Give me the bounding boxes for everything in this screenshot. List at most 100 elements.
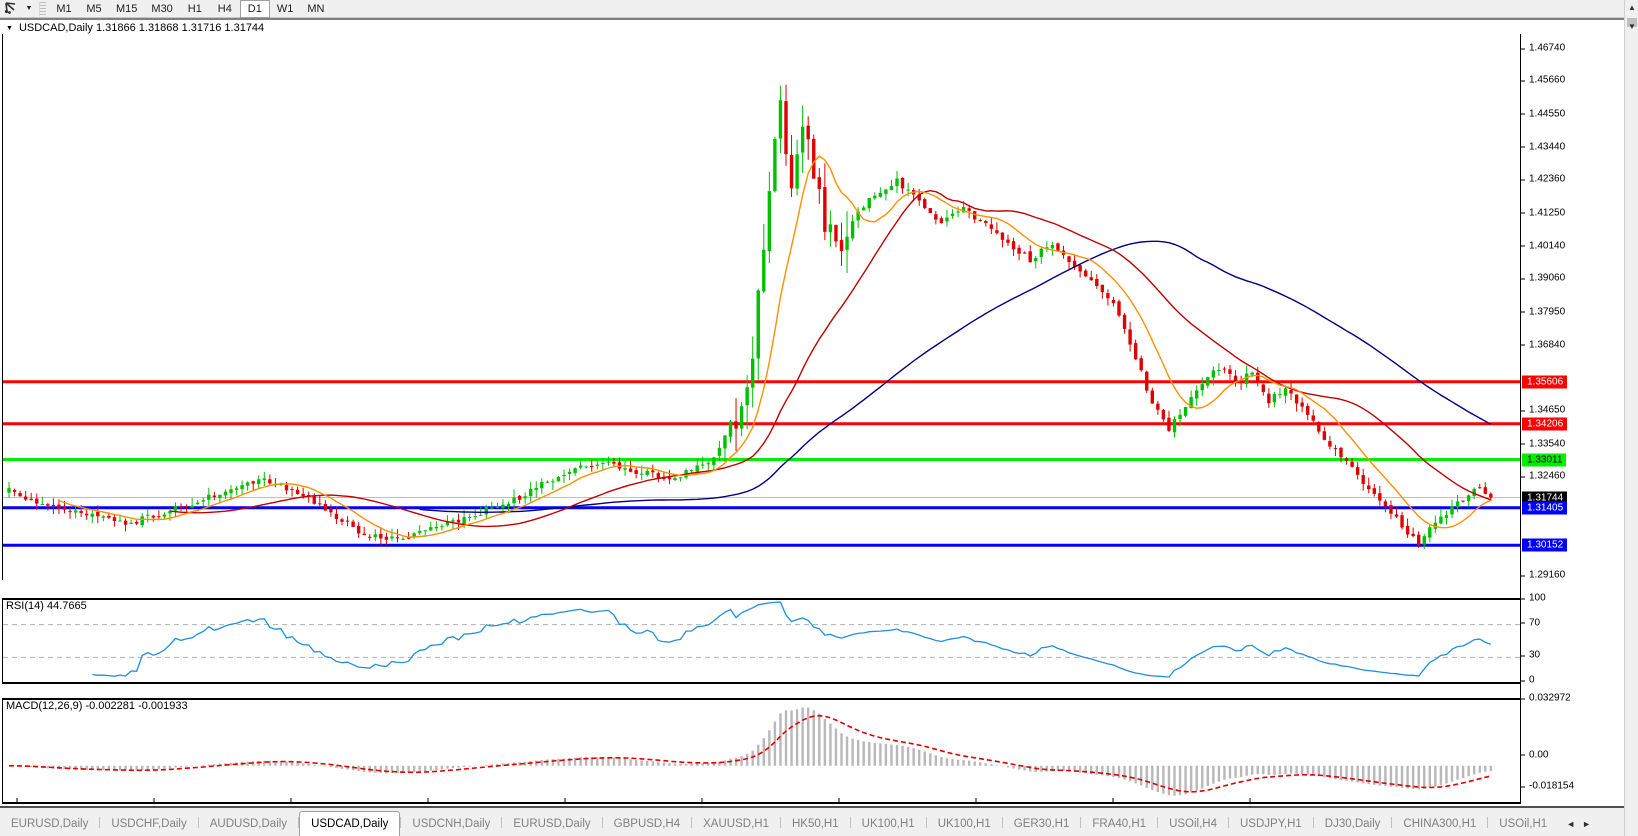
chart-tab-uk100-h1[interactable]: UK100,H1 [937, 817, 991, 830]
candle-body [451, 520, 455, 522]
candle-body [1461, 500, 1465, 502]
candle-body [1050, 245, 1055, 249]
candle-body [73, 510, 78, 513]
candle-body [112, 517, 117, 521]
price-badge-pivot[interactable]: 1.33011 [1522, 453, 1567, 467]
candle-body [945, 217, 949, 222]
crosshair-pointer-icon[interactable] [0, 1, 22, 17]
candle-body [223, 491, 228, 496]
tab-separator [925, 817, 927, 828]
chart-tab-gbpusd-h4[interactable]: GBPUSD,H4 [613, 817, 681, 830]
candle-body [1428, 527, 1432, 538]
price-badge-support[interactable]: 1.31405 [1522, 501, 1568, 515]
chart-tab-bar: EURUSD,Daily USDCHF,Daily AUDUSD,Daily USDC… [0, 806, 1638, 836]
triangle-down-icon[interactable]: ▼ [1628, 22, 1636, 31]
macd-pane[interactable] [2, 698, 1520, 804]
candle-body [1361, 475, 1365, 484]
candle-body [889, 186, 894, 191]
timeframe-button-m5[interactable]: M5 [86, 2, 102, 15]
toolbar-grip[interactable] [39, 1, 46, 16]
candle-body [1483, 487, 1487, 494]
tab-scroll-controls: ◄ ► [1558, 811, 1599, 836]
tab-separator [1487, 817, 1489, 828]
candle-body [401, 538, 405, 540]
chart-window: ▼ USDCAD,Daily 1.31866 1.31868 1.31716 1… [0, 18, 1638, 824]
vertical-scrollbar[interactable]: ▲ ▼ [1624, 0, 1638, 836]
candle-body [651, 470, 655, 473]
candle-body [695, 465, 699, 472]
candle-body [1067, 256, 1071, 263]
price-axis[interactable]: 1.46740 1.45660 1.44550 1.43440 1.42360 1.412… [1520, 34, 1638, 804]
candle-body [1322, 431, 1327, 440]
chart-tab-usoil-h4[interactable]: USOil,H4 [1169, 817, 1217, 830]
chart-tab-xauusd-h1[interactable]: XAUUSD,H1 [703, 817, 769, 830]
chart-tab-hk50-h1[interactable]: HK50,H1 [791, 817, 839, 830]
candle-body [762, 249, 766, 292]
chart-tab-china300-h1[interactable]: CHINA300,H1 [1403, 817, 1477, 830]
candle-body [1422, 536, 1426, 545]
chart-tab-usdcnh-daily[interactable]: USDCNH,Daily [412, 817, 491, 830]
timeframe-button-mn[interactable]: MN [307, 2, 325, 15]
chart-tab-dj30-daily[interactable]: DJ30,Daily [1324, 817, 1381, 830]
candle-body [207, 494, 211, 500]
caret-down-icon[interactable]: ▼ [6, 24, 13, 32]
tab-separator [691, 817, 693, 828]
candle-body [1183, 407, 1188, 416]
tab-separator [1228, 817, 1229, 828]
candle-body [1095, 278, 1099, 286]
chart-tab-uk100-h1[interactable]: UK100,H1 [861, 817, 915, 830]
scrollbar-thumb[interactable] [1627, 18, 1637, 27]
candle-body [1289, 390, 1293, 394]
price-badge-resistance[interactable]: 1.34206 [1522, 417, 1568, 431]
chart-tab-ger30-h1[interactable]: GER30,H1 [1013, 817, 1070, 830]
triangle-left-icon[interactable]: ◄ [1566, 818, 1576, 829]
tab-separator [849, 817, 851, 828]
chevron-down-icon[interactable]: ▼ [25, 5, 33, 12]
price-badge-current-price[interactable]: 1.31744 [1522, 491, 1568, 505]
chart-tab-usdjpy-h1[interactable]: USDJPY,H1 [1240, 817, 1302, 830]
candle-body [345, 520, 350, 522]
candle-body [595, 464, 599, 466]
candle-body [423, 530, 427, 532]
timeframe-button-d1[interactable]: D1 [239, 0, 270, 18]
price-badge-resistance[interactable]: 1.35606 [1522, 375, 1568, 389]
price-badge-support[interactable]: 1.30152 [1522, 538, 1568, 552]
chart-tab-fra40-h1[interactable]: FRA40,H1 [1092, 817, 1147, 830]
timeframe-button-m30[interactable]: M30 [151, 2, 173, 15]
candle-body [706, 463, 710, 465]
chart-tab-eurusd-daily[interactable]: EURUSD,Daily [11, 817, 89, 830]
candle-body [1039, 248, 1043, 258]
chart-tab-audusd-daily[interactable]: AUDUSD,Daily [209, 817, 288, 830]
chart-tab-usdchf-daily[interactable]: USDCHF,Daily [111, 817, 187, 830]
rsi-axis-tick: 70 [1521, 617, 1540, 628]
timeframe-button-m15[interactable]: M15 [116, 2, 138, 15]
rsi-pane[interactable] [2, 598, 1520, 684]
candle-body [573, 468, 577, 474]
candle-body [1228, 369, 1232, 374]
candle-body [384, 536, 389, 540]
candle-body [634, 470, 638, 474]
candle-body [184, 506, 189, 508]
price-axis-tick: 1.45660 [1521, 75, 1565, 86]
chart-tab-eurusd-daily[interactable]: EURUSD,Daily [513, 817, 591, 830]
timeframe-button-h4[interactable]: H4 [217, 2, 232, 15]
candle-body [867, 198, 871, 209]
candle-body [168, 511, 172, 514]
chart-tab-usdcad-daily[interactable]: USDCAD,Daily [299, 811, 401, 836]
price-pane[interactable] [2, 34, 1520, 580]
candle-body [1261, 384, 1265, 392]
price-axis-tick: 1.44550 [1521, 108, 1565, 119]
timeframe-button-w1[interactable]: W1 [276, 2, 294, 15]
candle-body [1455, 501, 1460, 508]
timeframe-button-m1[interactable]: M1 [56, 2, 72, 15]
timeframe-button-h1[interactable]: H1 [187, 2, 202, 15]
candle-body [1405, 525, 1410, 535]
candle-body [1072, 260, 1077, 267]
candle-body [390, 536, 394, 539]
candle-body [1167, 417, 1171, 431]
candle-body [839, 240, 844, 252]
candle-body [484, 506, 488, 515]
chart-tab-usoil-h1[interactable]: USOil,H1 [1499, 817, 1548, 830]
triangle-up-icon[interactable]: ▲ [1628, 3, 1636, 12]
triangle-right-icon[interactable]: ► [1582, 818, 1592, 829]
